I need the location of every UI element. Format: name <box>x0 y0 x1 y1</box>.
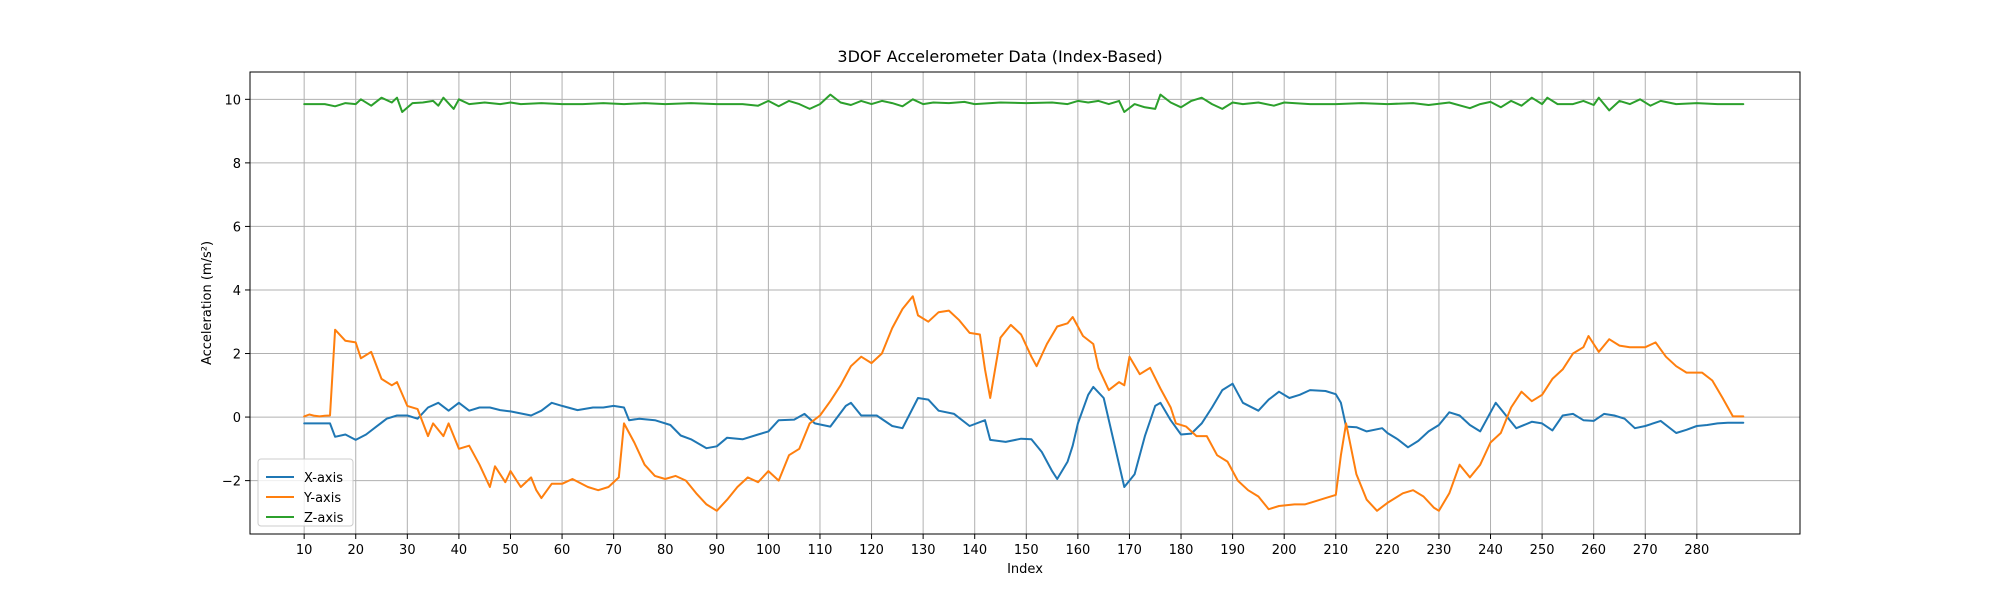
x-tick-label: 230 <box>1427 543 1452 558</box>
x-tick-label: 180 <box>1169 543 1194 558</box>
y-tick-label: 6 <box>233 220 241 235</box>
series-line-x-axis <box>303 382 1745 488</box>
x-tick-label: 10 <box>296 543 313 558</box>
x-tick-label: 190 <box>1220 543 1245 558</box>
legend-label: Y-axis <box>303 491 341 506</box>
legend-label: X-axis <box>304 471 343 486</box>
legend: X-axis Y-axis Z-axis <box>257 458 354 527</box>
x-tick-label: 250 <box>1530 543 1555 558</box>
x-tick-label: 140 <box>962 543 987 558</box>
x-tick-label: 80 <box>657 543 674 558</box>
x-tick-label: 240 <box>1478 543 1503 558</box>
x-tick-label: 260 <box>1581 543 1606 558</box>
x-tick-label: 50 <box>502 543 519 558</box>
x-tick-label: 200 <box>1272 543 1297 558</box>
x-tick-label: 120 <box>859 543 884 558</box>
x-tick-label: 110 <box>808 543 833 558</box>
y-tick-label: 2 <box>233 348 241 363</box>
x-tick-label: 280 <box>1684 543 1709 558</box>
y-tick-label: 8 <box>233 157 241 172</box>
x-tick-label: 270 <box>1633 543 1658 558</box>
chart-title: 3DOF Accelerometer Data (Index-Based) <box>837 47 1162 66</box>
x-tick-label: 170 <box>1117 543 1142 558</box>
series-line-y-axis <box>303 295 1745 512</box>
plot-area-frame <box>249 71 1801 535</box>
x-axis-ticks: 10 20 30 40 50 60 70 80 90 100 110 120 130 140 150 160 1… <box>296 534 1709 558</box>
x-tick-label: 20 <box>347 543 364 558</box>
series-lines <box>303 93 1745 512</box>
x-tick-label: 40 <box>451 543 468 558</box>
x-tick-label: 30 <box>399 543 416 558</box>
x-tick-label: 130 <box>911 543 936 558</box>
x-tick-label: 160 <box>1065 543 1090 558</box>
y-tick-label: −2 <box>222 475 241 490</box>
y-axis-label: Acceleration (m/s²) <box>200 241 215 365</box>
x-tick-label: 70 <box>605 543 622 558</box>
x-tick-label: 90 <box>709 543 726 558</box>
y-tick-label: 4 <box>233 284 241 299</box>
y-tick-label: 0 <box>233 411 241 426</box>
x-tick-label: 220 <box>1375 543 1400 558</box>
series-line-z-axis <box>303 93 1745 113</box>
grid-lines <box>250 72 1800 534</box>
x-axis-label: Index <box>1007 562 1043 577</box>
x-tick-label: 100 <box>756 543 781 558</box>
legend-box <box>257 458 354 527</box>
y-axis-ticks: −2 0 2 4 6 8 10 <box>222 93 250 490</box>
x-tick-label: 60 <box>554 543 571 558</box>
x-tick-label: 150 <box>1014 543 1039 558</box>
legend-label: Z-axis <box>304 511 344 526</box>
x-tick-label: 210 <box>1323 543 1348 558</box>
y-tick-label: 10 <box>224 93 241 108</box>
